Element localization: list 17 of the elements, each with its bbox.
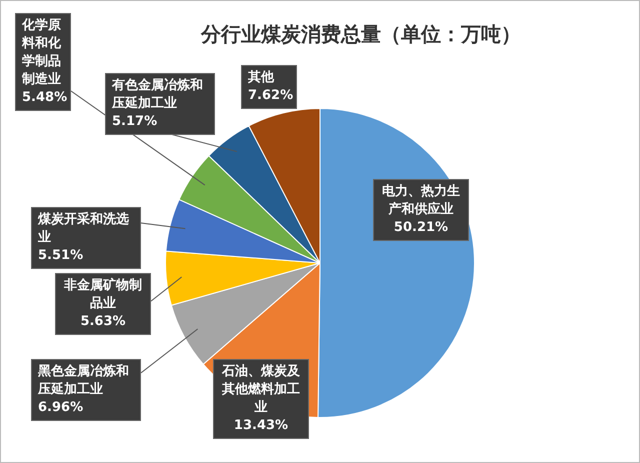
data-label: 7.62% bbox=[248, 87, 294, 105]
data-label: 5.63% bbox=[79, 313, 127, 331]
slice-label: 有色金属冶炼和压延加工业 bbox=[112, 77, 204, 113]
slice-label: 煤炭开采和洗选业 bbox=[38, 211, 130, 247]
data-label: 50.21% bbox=[392, 219, 450, 237]
slice-label: 电力、热力生产和供应业 bbox=[381, 183, 461, 219]
data-label: 5.17% bbox=[112, 113, 158, 131]
slice-label: 非金属矿物制品业 bbox=[63, 277, 143, 313]
data-label: 5.48% bbox=[22, 89, 68, 107]
data-label: 13.43% bbox=[232, 417, 290, 435]
slice-label: 黑色金属冶炼和压延加工业 bbox=[38, 363, 130, 399]
data-label: 6.96% bbox=[38, 399, 84, 417]
data-label: 5.51% bbox=[38, 247, 84, 265]
slice-label: 化学原料和化学制品制造业 bbox=[22, 17, 62, 89]
slice-label: 其他 bbox=[248, 69, 276, 87]
slice-label: 石油、煤炭及其他燃料加工业 bbox=[220, 363, 301, 417]
chart-title: 分行业煤炭消费总量（单位：万吨） bbox=[200, 21, 522, 48]
